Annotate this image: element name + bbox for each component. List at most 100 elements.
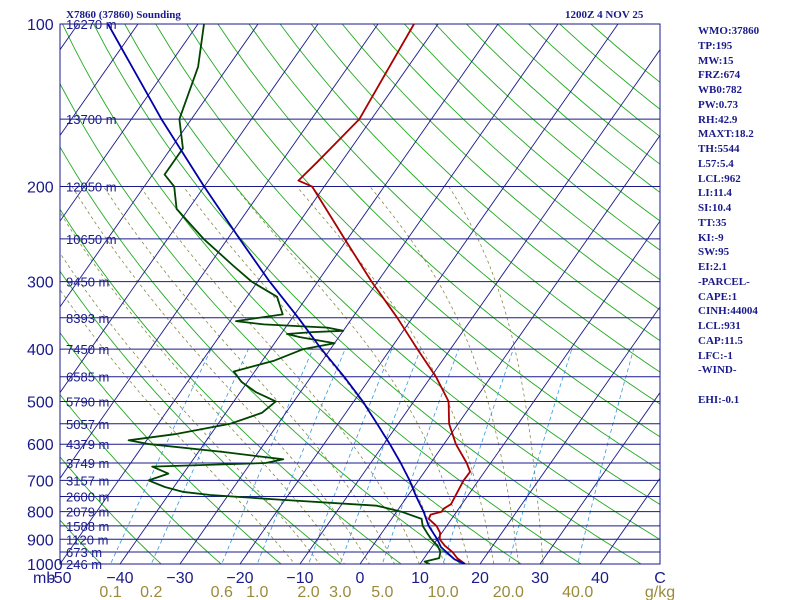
temperature-tick-label: 10 [411, 570, 429, 587]
sounding-index-item: EHI:-0.1 [698, 393, 740, 406]
sounding-index-item: CAPE:1 [698, 290, 738, 303]
moist-adiabat-line [60, 211, 345, 564]
isotherm-line [60, 24, 319, 394]
mixing-ratio-label: 0.1 [99, 584, 121, 600]
mixing-ratio-line [381, 348, 459, 564]
height-label: 16270 m [66, 17, 117, 32]
temperature-tick-label: -50 [48, 570, 71, 587]
height-label: 2600 m [66, 490, 109, 505]
sounding-index-item: CINH:44004 [698, 305, 758, 318]
dry-adiabat-line [60, 270, 342, 564]
temperature-tick-label: 20 [471, 570, 489, 587]
dry-adiabat-line [62, 24, 582, 564]
moist-adiabat-line [448, 186, 544, 564]
isotherm-line [60, 24, 139, 137]
pressure-tick-label: 500 [27, 394, 54, 411]
dry-adiabat-line [60, 331, 282, 564]
dry-adiabat-line [60, 519, 102, 564]
height-label: 1588 m [66, 519, 109, 534]
mixing-ratio-line [308, 348, 393, 564]
isotherm-line [479, 306, 660, 564]
dry-adiabat-line [217, 24, 660, 438]
temperature-tick-label: −10 [286, 570, 313, 587]
height-label: 246 m [66, 557, 102, 572]
moist-adiabat-line [71, 186, 370, 564]
dry-adiabat-line [60, 393, 222, 564]
moist-adiabat-line [103, 186, 395, 564]
station-title: X7860 (37860) Sounding [66, 9, 181, 21]
isotherm-line [119, 24, 499, 564]
sounding-index-item: TP:195 [698, 39, 733, 52]
dewpoint-line [127, 24, 442, 564]
sounding-index-item: MW:15 [698, 54, 734, 67]
sounding-profiles [107, 24, 472, 564]
mixing-ratio-line [110, 348, 212, 564]
isotherm-line [419, 220, 660, 564]
moist-adiabat-line [296, 186, 495, 564]
sounding-index-item: SW:95 [698, 246, 730, 259]
height-label: 2079 m [66, 505, 109, 520]
pressure-tick-label: 100 [27, 17, 54, 34]
dry-adiabat-line [186, 24, 660, 471]
temperature-tick-label: 40 [591, 570, 609, 587]
moist-adiabat-line [60, 252, 321, 564]
mixing-ratio-line [221, 348, 314, 564]
height-label: 673 m [66, 545, 102, 560]
mixing-ratio-line [256, 348, 346, 564]
height-label: 6585 m [66, 370, 109, 385]
mixing-ratio-label: 1.0 [246, 584, 268, 600]
parcel-line [107, 24, 466, 564]
height-label: 8393 m [66, 311, 109, 326]
height-label: 9450 m [66, 275, 109, 290]
height-label: 1120 m [66, 532, 108, 547]
isotherm-line [60, 24, 439, 564]
temperature-tick-label: C [654, 570, 666, 587]
sounding-index-item: SI:10.4 [698, 202, 732, 214]
pressure-tick-label: 800 [27, 505, 54, 522]
moist-adiabats [60, 186, 544, 564]
dry-adiabat-line [60, 146, 462, 564]
sounding-index-item: KI:-9 [698, 231, 724, 244]
isotherm-line [179, 24, 559, 564]
skewed-isotherms [60, 24, 660, 564]
mixing-ratio-label: 3.0 [329, 584, 351, 600]
mixing-ratio-label: 10.0 [428, 584, 459, 600]
height-label: 5790 m [66, 394, 109, 409]
moist-adiabat-line [60, 289, 296, 564]
mixing-ratio-label: 40.0 [562, 584, 593, 600]
mixing-ratio-label: 2.0 [297, 584, 319, 600]
moist-adiabat-line [139, 186, 420, 564]
sounding-index-item: PW:0.73 [698, 98, 739, 111]
height-label: 3749 m [66, 456, 109, 471]
sounding-index-item: LI:11.4 [698, 187, 732, 200]
mixing-ratio-line [339, 348, 421, 564]
sounding-index-item: RH:42.9 [698, 113, 738, 126]
valid-time: 1200Z 4 NOV 25 [565, 9, 644, 21]
mixing-ratio-line [507, 348, 573, 564]
temperature-tick-label: 30 [531, 570, 549, 587]
mixing-ratio-label: 0.2 [140, 584, 162, 600]
mixing-ratio-line [442, 348, 514, 564]
sounding-index-item: EI:2.1 [698, 261, 728, 273]
dry-adiabat-line [248, 24, 660, 405]
temperature-tick-label: 0 [356, 570, 365, 587]
dry-adiabat-line [60, 82, 522, 564]
sounding-index-item: WMO:37860 [698, 25, 760, 37]
pressure-tick-label: 900 [27, 532, 54, 549]
sounding-index-item [698, 378, 759, 393]
sounding-index-item: FRZ:674 [698, 69, 741, 82]
height-label: 3157 m [66, 473, 109, 488]
height-label: 10650 m [66, 232, 117, 247]
isotherm-line [539, 391, 660, 564]
pressure-unit-label: mb [33, 570, 55, 587]
moist-adiabat-line [234, 186, 470, 564]
temperature-line [297, 24, 472, 564]
dry-adiabat-line [279, 24, 660, 373]
pressure-tick-label: 400 [27, 342, 54, 359]
height-label: 12050 m [66, 180, 117, 195]
sounding-index-item: LCL:931 [698, 320, 741, 332]
height-label: 4379 m [66, 437, 109, 452]
temperature-tick-label: −20 [226, 570, 253, 587]
dry-adiabat-line [310, 24, 660, 342]
